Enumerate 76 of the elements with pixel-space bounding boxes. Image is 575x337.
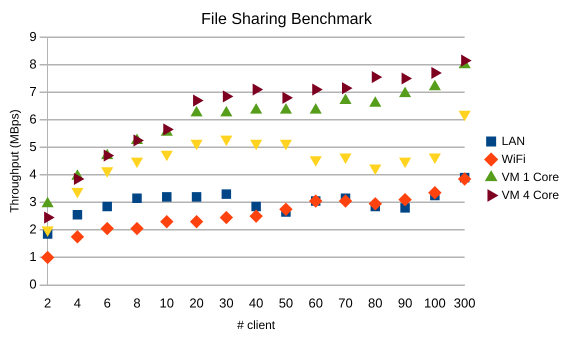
legend-label: LAN bbox=[502, 134, 525, 148]
point bbox=[220, 106, 232, 116]
x-tick-label: 4 bbox=[74, 295, 82, 310]
point bbox=[72, 188, 84, 198]
y-axis-title: Throughput (MBps) bbox=[8, 109, 22, 213]
point bbox=[222, 189, 232, 199]
point bbox=[102, 202, 112, 212]
point bbox=[70, 230, 84, 244]
point bbox=[279, 202, 292, 216]
point bbox=[370, 96, 381, 107]
x-tick-label: 10 bbox=[160, 295, 174, 310]
x-tick-label: 30 bbox=[219, 295, 234, 310]
x-tick-label: 50 bbox=[278, 295, 294, 310]
point bbox=[458, 172, 472, 186]
point bbox=[310, 104, 322, 114]
point bbox=[398, 193, 412, 206]
point bbox=[44, 212, 54, 224]
chart-title: File Sharing Benchmark bbox=[201, 11, 373, 28]
x-tick-label: 300 bbox=[454, 295, 476, 310]
y-tick-label: 4 bbox=[29, 166, 37, 182]
y-tick-label: 9 bbox=[29, 28, 37, 44]
point bbox=[280, 104, 292, 114]
point bbox=[100, 222, 114, 236]
point bbox=[222, 90, 233, 102]
y-tick-label: 8 bbox=[29, 56, 37, 72]
point bbox=[72, 210, 82, 220]
point bbox=[250, 104, 262, 114]
point bbox=[251, 202, 261, 212]
y-tick-label: 2 bbox=[29, 222, 37, 237]
point bbox=[340, 94, 352, 104]
y-tick-label: 5 bbox=[29, 138, 37, 154]
x-tick-label: 6 bbox=[104, 295, 111, 310]
point bbox=[429, 80, 441, 90]
point bbox=[372, 71, 382, 83]
point bbox=[312, 84, 322, 96]
point bbox=[250, 210, 263, 223]
point bbox=[402, 72, 412, 84]
x-tick-label: 100 bbox=[424, 295, 446, 310]
point bbox=[133, 134, 144, 146]
point bbox=[368, 197, 382, 210]
x-tick-label: 80 bbox=[368, 295, 383, 310]
point bbox=[339, 194, 352, 208]
point bbox=[190, 106, 202, 116]
y-tick-label: 0 bbox=[29, 276, 37, 292]
x-tick-label: 70 bbox=[338, 295, 353, 310]
point bbox=[461, 54, 472, 66]
point bbox=[252, 84, 263, 96]
point bbox=[74, 173, 84, 185]
point bbox=[132, 194, 142, 204]
point bbox=[399, 87, 411, 98]
point bbox=[342, 82, 352, 94]
x-tick-label: 40 bbox=[248, 295, 264, 310]
x-tick-label: 8 bbox=[133, 295, 141, 310]
x-axis-title: # client bbox=[237, 318, 276, 332]
point bbox=[190, 215, 204, 228]
point bbox=[160, 215, 174, 228]
point bbox=[282, 92, 292, 104]
point bbox=[431, 67, 442, 79]
legend-label: WiFi bbox=[502, 152, 526, 166]
point bbox=[192, 192, 202, 202]
legend-label: VM 4 Core bbox=[502, 188, 560, 202]
point bbox=[370, 164, 381, 174]
x-tick-label: 2 bbox=[44, 295, 52, 310]
y-tick-label: 6 bbox=[29, 111, 37, 126]
y-tick-label: 3 bbox=[29, 194, 37, 209]
y-tick-label: 1 bbox=[29, 249, 37, 264]
point bbox=[193, 94, 204, 106]
point bbox=[428, 186, 442, 200]
y-tick-label: 7 bbox=[29, 84, 37, 99]
x-tick-label: 60 bbox=[308, 295, 323, 310]
legend-label: VM 1 Core bbox=[502, 170, 560, 184]
point bbox=[130, 222, 144, 236]
point bbox=[220, 211, 233, 224]
x-tick-label: 90 bbox=[398, 295, 412, 310]
x-tick-label: 20 bbox=[189, 295, 204, 310]
point bbox=[162, 192, 172, 202]
